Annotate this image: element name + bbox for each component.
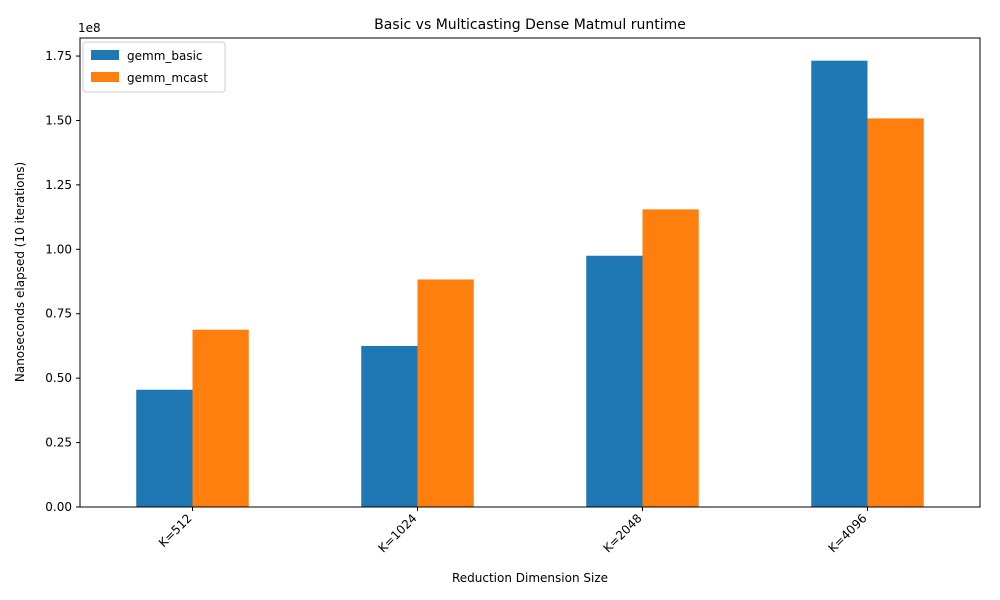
bar-gemm_basic-K=512 [136, 389, 193, 507]
bar-gemm_mcast-K=4096 [867, 118, 924, 508]
x-axis-title: Reduction Dimension Size [452, 571, 608, 585]
x-tick-label: K=2048 [600, 511, 644, 555]
bar-gemm_mcast-K=512 [192, 329, 249, 507]
x-tick-label: K=512 [156, 511, 195, 550]
y-tick-label: 0.00 [45, 500, 72, 514]
legend-swatch-gemm_basic [91, 50, 119, 60]
x-tick-label: K=1024 [375, 511, 419, 555]
chart-title: Basic vs Multicasting Dense Matmul runti… [374, 17, 686, 33]
bar-gemm_basic-K=2048 [586, 255, 643, 507]
bar-gemm_mcast-K=2048 [642, 209, 699, 507]
legend-swatch-gemm_mcast [91, 72, 119, 82]
y-tick-label: 0.75 [45, 307, 72, 321]
y-tick-label: 1.50 [45, 113, 72, 127]
y-ticks-group: 0.00 0.25 0.50 0.75 1.00 1.25 1.50 1.75 [45, 49, 80, 514]
y-tick-label: 1.25 [45, 178, 72, 192]
y-tick-label: 0.25 [45, 436, 72, 450]
bar-gemm_mcast-K=1024 [417, 279, 474, 507]
bar-gemm_basic-K=4096 [811, 60, 868, 508]
bar-gemm_basic-K=1024 [361, 345, 418, 507]
legend-label-gemm_mcast: gemm_mcast [127, 71, 208, 85]
plot-frame [79, 37, 981, 508]
legend-label-gemm_basic: gemm_basic [127, 49, 203, 63]
x-ticks-group: K=512 K=1024 K=2048 K=4096 [156, 507, 870, 555]
x-tick-label: K=4096 [825, 511, 869, 555]
y-tick-label: 0.50 [45, 371, 72, 385]
legend: gemm_basic gemm_mcast [82, 41, 226, 93]
y-tick-label: 1.75 [45, 49, 72, 63]
y-tick-label: 1.00 [45, 242, 72, 256]
axes-group [79, 37, 981, 508]
bars-group [136, 60, 924, 508]
y-axis-offset-label: 1e8 [78, 21, 101, 35]
y-axis-title: Nanoseconds elapsed (10 iterations) [13, 162, 27, 382]
